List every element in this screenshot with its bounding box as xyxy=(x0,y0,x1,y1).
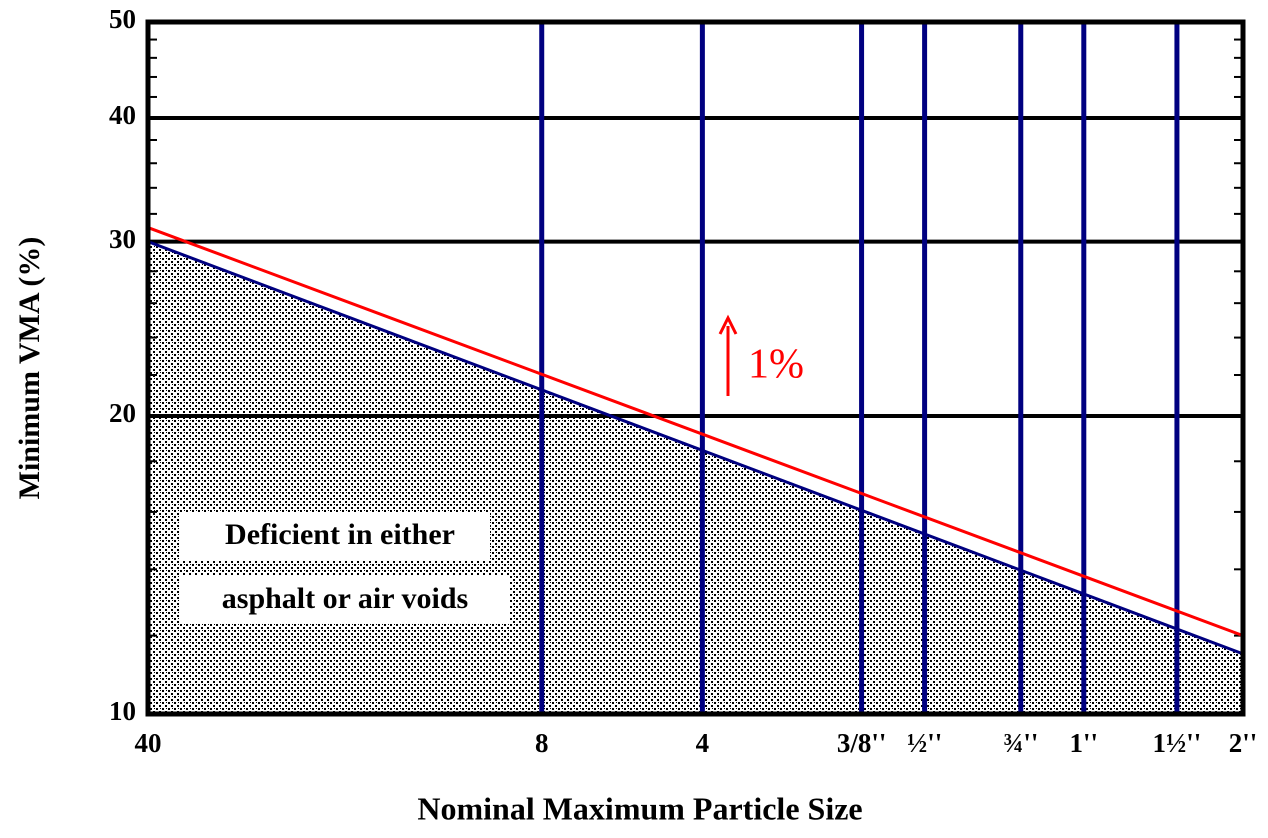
x-axis-title: Nominal Maximum Particle Size xyxy=(417,790,862,826)
annotation: Deficient in either xyxy=(225,518,455,551)
x-tick-label: 1'' xyxy=(1070,728,1099,758)
y-axis-title: Minimum VMA (%) xyxy=(13,237,46,500)
y-tick-label: 20 xyxy=(109,398,136,428)
y-tick-label: 10 xyxy=(109,696,136,726)
label-bg xyxy=(180,576,510,624)
arrow-head xyxy=(718,314,738,335)
x-tick-label: 40 xyxy=(135,728,162,758)
annotation: 1% xyxy=(748,342,804,388)
y-tick-label: 50 xyxy=(109,4,136,34)
x-tick-label: ½'' xyxy=(907,728,942,758)
x-tick-label: 1½'' xyxy=(1153,728,1202,758)
x-tick-label: 8 xyxy=(535,728,549,758)
plot-frame xyxy=(145,19,1246,717)
x-tick-label: 2'' xyxy=(1229,728,1258,758)
line xyxy=(147,226,1244,638)
x-tick-label: 4 xyxy=(696,728,710,758)
y-tick-label: 40 xyxy=(109,100,136,130)
annotation: asphalt or air voids xyxy=(222,582,468,615)
y-tick-label: 30 xyxy=(109,224,136,254)
x-tick-label: ¾'' xyxy=(1003,728,1038,758)
deficient-area xyxy=(148,241,1243,714)
line xyxy=(147,240,1244,656)
label-bg xyxy=(180,512,490,560)
x-tick-label: 3/8'' xyxy=(837,728,887,758)
